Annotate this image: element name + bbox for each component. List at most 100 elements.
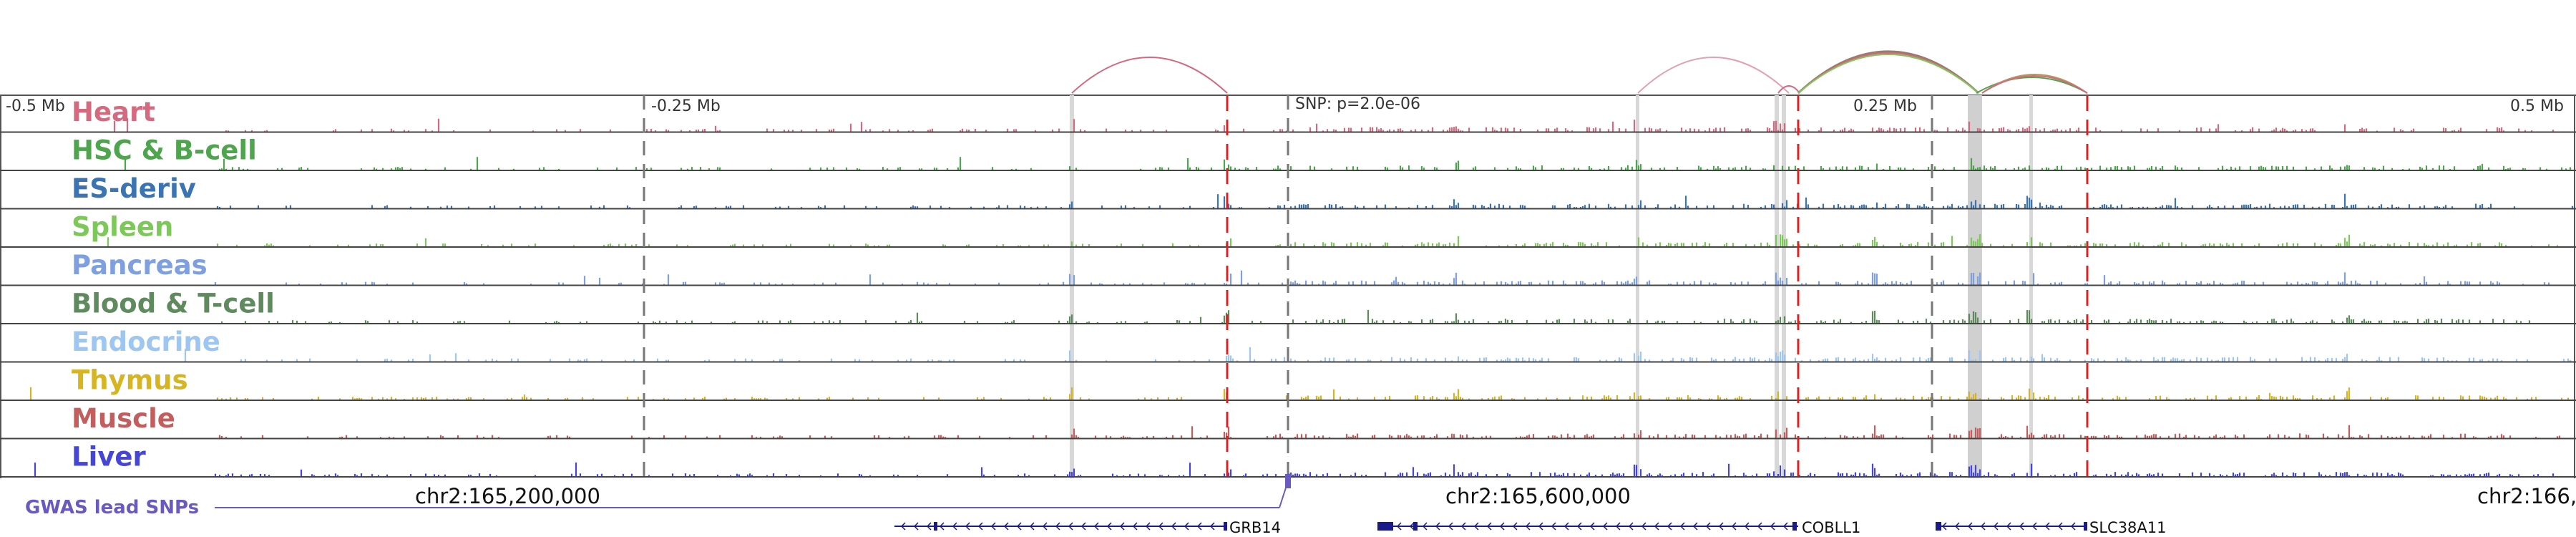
strand-arrow [1068,522,1073,531]
coordinate-label-left: chr2:165,200,000 [415,484,600,508]
highlight-band [1775,95,1779,478]
track-signal [124,157,2572,170]
track-endocrine: Endocrine [0,326,2576,363]
strand-arrow [913,522,919,531]
ruler-label-mid-left: -0.25 Mb [651,97,721,115]
track-label: Muscle [72,403,175,434]
strand-arrow [952,522,957,531]
coordinate-label-right: chr2:166, [2477,484,2576,508]
strand-arrow [1770,522,1775,531]
strand-arrow [1576,522,1582,531]
interaction-arc [1976,77,2088,94]
strand-arrow [1448,522,1453,531]
gene-annotations [894,522,2087,531]
strand-arrow [1171,522,1176,531]
interaction-arc [1637,57,1790,94]
interaction-arc [1797,54,1979,94]
track-signal [220,309,2531,323]
gene-exon [934,522,937,531]
ruler-label-left: -0.5 Mb [6,97,65,115]
highlight-bands [1070,95,2033,478]
interaction-arcs [1071,50,2088,95]
region-markers [643,95,2089,478]
strand-arrow [1538,522,1543,531]
gene-exon [1792,522,1797,531]
strand-arrow [1196,522,1202,531]
strand-arrow [1967,522,1973,531]
strand-arrow [1615,522,1621,531]
track-signal [29,387,2570,400]
strand-arrow [1409,522,1415,531]
strand-arrow [1422,522,1428,531]
track-signal [214,270,2550,285]
strand-arrow [939,522,945,531]
strand-arrow [1679,522,1685,531]
strand-arrow [1667,522,1672,531]
strand-arrow [1993,522,1999,531]
strand-arrow [1718,522,1724,531]
strand-arrow [1003,522,1009,531]
strand-arrow [1460,522,1466,531]
strand-arrow [965,522,970,531]
interaction-arc [1071,57,1228,94]
gene-slc38a11 [1936,522,2087,531]
highlight-band [1968,95,1982,478]
gene-exon [1377,522,1393,531]
highlight-band [2029,95,2033,478]
strand-arrow [1486,522,1492,531]
highlight-band [1636,95,1639,478]
strand-arrow [1641,522,1646,531]
strand-arrow [1119,522,1125,531]
strand-arrow [1628,522,1634,531]
ruler-label-right: 0.5 Mb [2510,97,2564,115]
strand-arrow [1396,522,1402,531]
gene-exon [1413,522,1418,531]
track-signal [34,463,2555,476]
interaction-arc [1777,85,1800,94]
track-blood-t-cell: Blood & T-cell [0,289,2576,324]
strand-arrow [2044,522,2050,531]
strand-arrow [2057,522,2063,531]
interaction-arc [1981,75,2088,94]
strand-arrow [926,522,932,531]
gwas-lead-snps-label: GWAS lead SNPs [25,497,199,518]
strand-arrow [1473,522,1479,531]
strand-arrow [900,522,906,531]
strand-arrow [1055,522,1060,531]
gene-exon [1224,522,1227,531]
strand-arrow [1731,522,1737,531]
highlight-band [1070,95,1074,478]
track-label: Pancreas [72,250,208,281]
track-signal [184,347,2572,362]
strand-arrow [1512,522,1518,531]
strand-arrow [1980,522,1986,531]
strand-arrow [1954,522,1960,531]
strand-arrow [1589,522,1595,531]
track-label: HSC & B-cell [72,135,257,166]
track-label: Endocrine [72,326,220,357]
track-signal [113,117,2555,132]
strand-arrow [1692,522,1698,531]
track-signal [107,234,2559,246]
track-label: Thymus [72,365,188,396]
strand-arrow [1499,522,1505,531]
strand-arrow [1435,522,1440,531]
strand-arrow [1184,522,1189,531]
gene-label-cobll1: COBLL1 [1802,519,1860,536]
strand-arrow [2031,522,2037,531]
strand-arrow [1209,522,1215,531]
strand-arrow [1525,522,1531,531]
track-signal [216,193,2574,208]
strand-arrow [1158,522,1163,531]
snp-pvalue-label: SNP: p=2.0e-06 [1295,95,1420,113]
gwas-snp-connector [215,474,1291,508]
strand-arrow [1016,522,1022,531]
gene-cobll1 [1377,522,1798,531]
strand-arrow [1563,522,1569,531]
gene-exon [2084,522,2087,531]
track-heart: Heart [0,97,2576,133]
strand-arrow [1029,522,1035,531]
strand-arrow [1132,522,1138,531]
track-label: Liver [72,442,146,473]
